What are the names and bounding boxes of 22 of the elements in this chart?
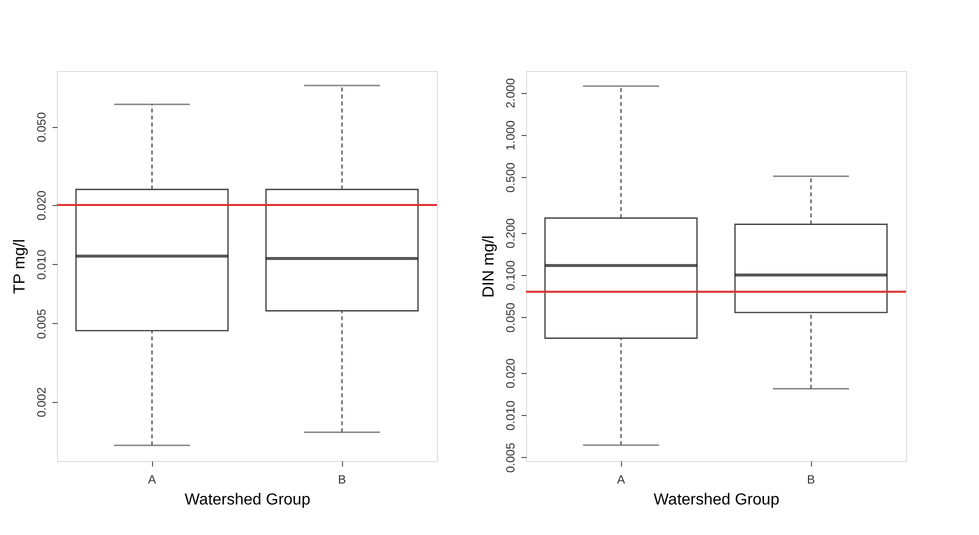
x-axis-title: Watershed Group [654, 492, 780, 508]
y-tick-label: 0.005 [504, 442, 518, 473]
y-tick-label: 0.050 [34, 112, 48, 142]
y-tick-label: 0.010 [504, 400, 518, 431]
x-tick-label: A [148, 472, 156, 486]
y-tick-label: 0.002 [34, 386, 48, 418]
y-tick-label: 0.200 [504, 218, 518, 248]
y-axis-title: TP mg/l [12, 239, 28, 294]
y-tick-label: 0.005 [34, 308, 48, 339]
y-tick-label: 0.100 [504, 260, 518, 291]
x-tick-label: B [338, 472, 346, 486]
x-axis-title: Watershed Group [184, 492, 310, 508]
y-tick-label: 2.000 [504, 78, 518, 108]
x-tick-label: B [806, 472, 816, 486]
y-tick-label: 0.020 [504, 358, 518, 388]
x-tick-label: A [616, 472, 626, 486]
y-tick-label: 0.050 [504, 302, 518, 333]
y-tick-label: 0.020 [34, 190, 48, 221]
y-axis-title: DIN mg/l [480, 235, 498, 298]
y-tick-label: 1.000 [504, 120, 518, 150]
y-tick-label: 0.010 [34, 249, 48, 280]
y-tick-label: 0.500 [504, 162, 518, 193]
